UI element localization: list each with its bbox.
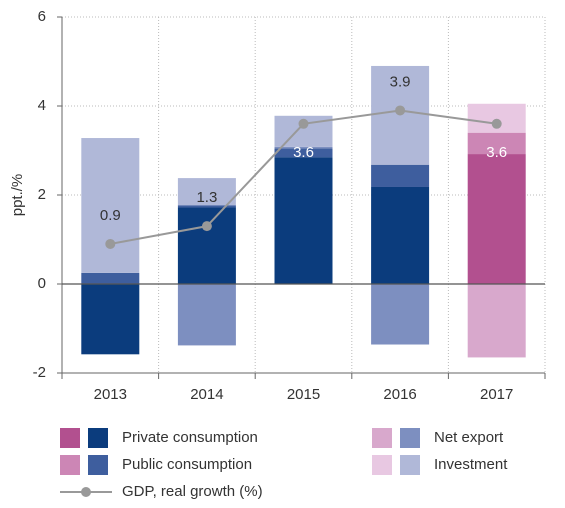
bar-segment xyxy=(467,154,526,284)
bar-segment xyxy=(274,146,333,149)
gdp-point xyxy=(298,118,309,129)
gdp-point xyxy=(395,105,406,116)
legend-swatch xyxy=(88,428,108,448)
x-tick-label: 2014 xyxy=(190,386,223,403)
bar-segment xyxy=(467,132,526,155)
y-tick-label: 0 xyxy=(38,275,46,292)
legend-label: Private consumption xyxy=(122,429,258,446)
gdp-point xyxy=(201,221,212,232)
bar-segment xyxy=(274,148,333,158)
gdp-label: 0.9 xyxy=(100,207,121,224)
bar-segment xyxy=(371,284,430,345)
legend-swatch xyxy=(88,455,108,475)
legend-label: Investment xyxy=(434,456,508,473)
legend-swatch xyxy=(60,455,80,475)
legend-swatch xyxy=(400,428,420,448)
gdp-label: 1.3 xyxy=(196,189,217,206)
legend-swatch xyxy=(372,428,392,448)
x-tick-label: 2016 xyxy=(383,386,416,403)
gdp-label: 3.6 xyxy=(293,144,314,161)
legend-label: Public consumption xyxy=(122,456,252,473)
legend-swatch xyxy=(400,455,420,475)
y-tick-label: -2 xyxy=(33,364,46,381)
bar-segment xyxy=(81,284,140,355)
bar-segment xyxy=(177,178,236,206)
gdp-point xyxy=(105,238,116,249)
bar-segment xyxy=(371,164,430,187)
legend-swatch xyxy=(372,455,392,475)
x-tick-label: 2015 xyxy=(287,386,320,403)
bar-segment xyxy=(81,272,140,284)
bar-segment xyxy=(177,205,236,208)
bar-segment xyxy=(274,157,333,284)
legend-swatch xyxy=(60,428,80,448)
y-axis-label: ppt./% xyxy=(9,174,26,217)
gdp-label: 3.9 xyxy=(390,73,411,90)
x-tick-label: 2013 xyxy=(94,386,127,403)
y-tick-label: 2 xyxy=(38,186,46,203)
bar-segment xyxy=(371,186,430,284)
gdp-point xyxy=(491,118,502,129)
bar-segment xyxy=(81,138,140,273)
bar-segment xyxy=(177,207,236,284)
bar-segment xyxy=(467,284,526,358)
x-tick-label: 2017 xyxy=(480,386,513,403)
legend-label: GDP, real growth (%) xyxy=(122,483,263,500)
y-tick-label: 6 xyxy=(38,8,46,25)
bar-segment xyxy=(177,284,236,346)
legend-label: Net export xyxy=(434,429,504,446)
legend-point xyxy=(81,487,91,497)
y-tick-label: 4 xyxy=(38,97,46,114)
gdp-label: 3.6 xyxy=(486,144,507,161)
